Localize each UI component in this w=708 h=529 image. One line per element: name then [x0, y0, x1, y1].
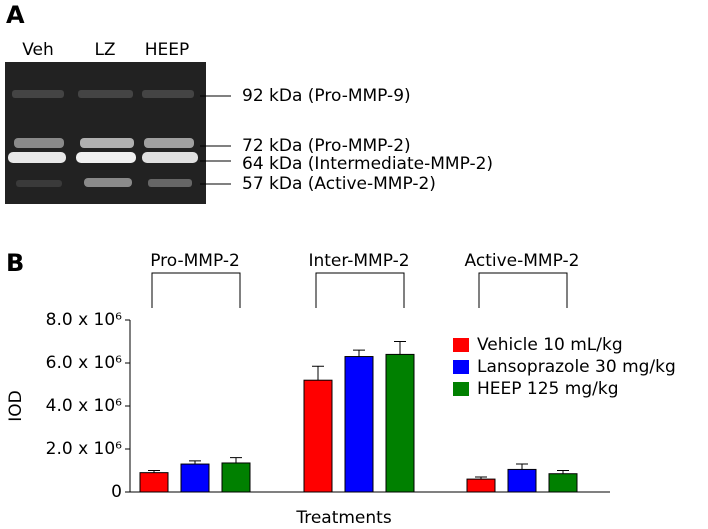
- band-label: 57 kDa (Active-MMP-2): [242, 174, 436, 194]
- bar: [344, 356, 374, 493]
- x-axis-label: Treatments: [295, 508, 392, 528]
- bar: [466, 478, 496, 493]
- bar: [507, 468, 537, 493]
- y-tick-label: 0: [111, 482, 122, 502]
- error-bar: [230, 457, 242, 463]
- error-bar: [312, 365, 324, 381]
- legend-label: HEEP 125 mg/kg: [477, 379, 619, 399]
- category-label: Active-MMP-2: [465, 251, 580, 271]
- band-label: 92 kDa (Pro-MMP-9): [242, 86, 411, 106]
- legend-swatch: [453, 338, 469, 352]
- category-label: Inter-MMP-2: [308, 251, 409, 271]
- band-label: 72 kDa (Pro-MMP-2): [242, 136, 411, 156]
- panel-label: A: [6, 1, 25, 29]
- error-bar: [557, 470, 569, 474]
- legend-label: Lansoprazole 30 mg/kg: [477, 357, 676, 377]
- legend-swatch: [453, 360, 469, 374]
- lane-label: LZ: [94, 40, 115, 60]
- lane-label: Veh: [22, 40, 54, 60]
- error-bar: [189, 460, 201, 465]
- lane-label: HEEP: [145, 40, 190, 60]
- panel-label: B: [6, 249, 24, 277]
- bar: [385, 353, 415, 493]
- bracket: [151, 272, 241, 308]
- bar: [548, 473, 578, 493]
- bracket: [478, 272, 568, 308]
- category-label: Pro-MMP-2: [150, 251, 240, 271]
- legend-label: Vehicle 10 mL/kg: [477, 335, 623, 355]
- bar: [139, 472, 169, 493]
- bar: [180, 463, 210, 493]
- error-bar: [148, 470, 160, 473]
- bracket: [315, 272, 405, 308]
- error-bar: [516, 463, 528, 470]
- error-bar: [394, 341, 406, 355]
- y-tick-label: 8.0 x 10⁶: [46, 310, 123, 330]
- error-bar: [475, 476, 487, 480]
- error-bar: [353, 349, 365, 357]
- bar: [221, 462, 251, 493]
- band-label: 64 kDa (Intermediate-MMP-2): [242, 154, 493, 174]
- gel: [5, 62, 231, 204]
- bar: [303, 379, 333, 493]
- legend-swatch: [453, 382, 469, 396]
- y-tick-label: 4.0 x 10⁶: [46, 396, 123, 416]
- y-tick-label: 2.0 x 10⁶: [46, 439, 123, 459]
- y-axis-label: IOD: [6, 390, 26, 422]
- y-tick-label: 6.0 x 10⁶: [46, 353, 123, 373]
